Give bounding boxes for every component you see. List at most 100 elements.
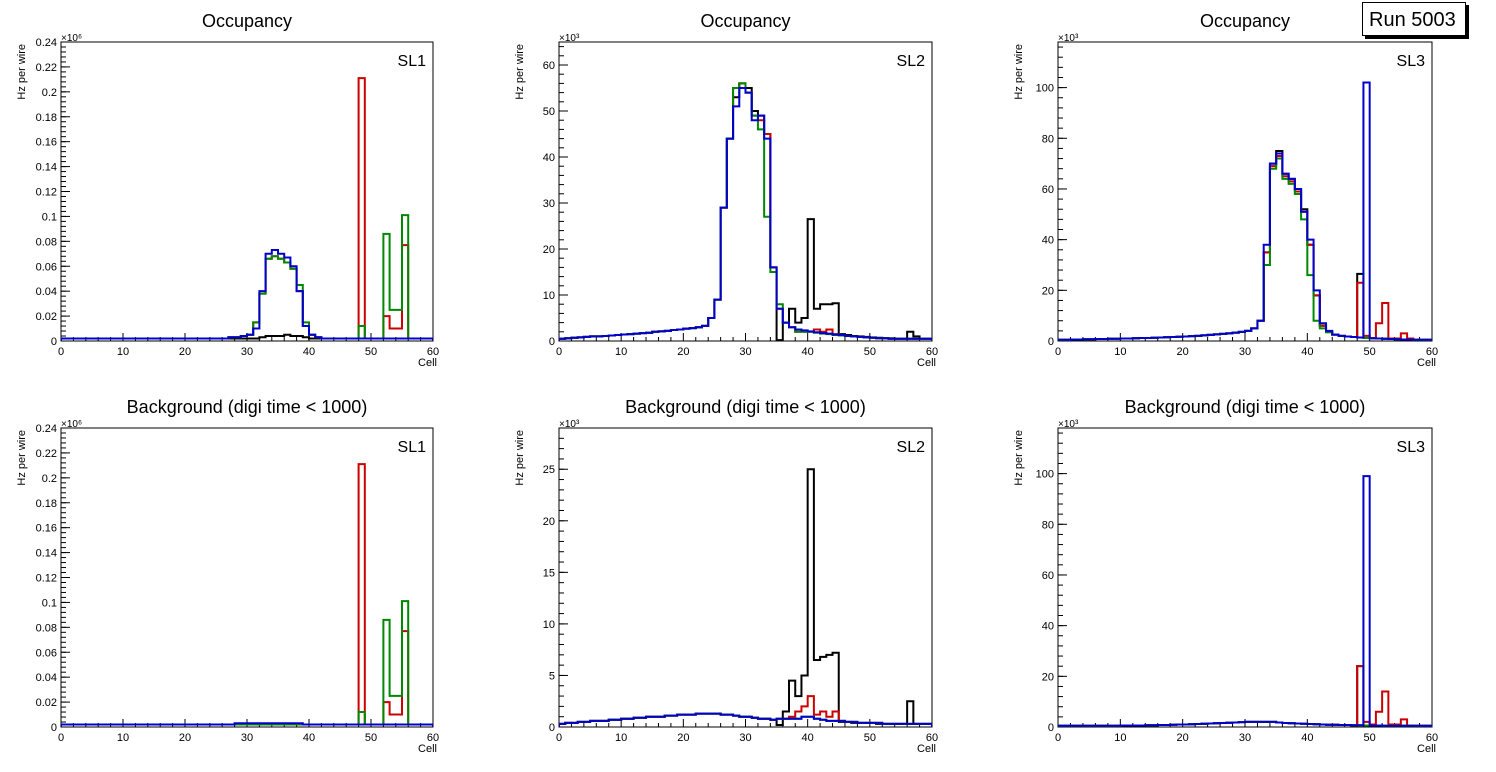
y-tick-label: 40	[543, 152, 555, 164]
x-tick-label: 30	[739, 732, 751, 744]
y-tick-label: 10	[543, 290, 555, 302]
y-axis-label: Hz per wire	[16, 44, 28, 100]
x-tick-label: 50	[864, 346, 876, 358]
y-tick-label: 0.02	[36, 311, 57, 323]
x-tick-label: 40	[303, 346, 315, 358]
run-number-label: Run 5003	[1362, 2, 1466, 36]
superlayer-label: SL2	[897, 53, 926, 70]
x-tick-label: 20	[1177, 346, 1189, 358]
y-tick-label: 80	[1042, 519, 1054, 531]
axis-exponent-label: ×10⁶	[61, 419, 82, 430]
y-tick-label: 40	[1042, 621, 1054, 633]
x-tick-label: 30	[739, 346, 751, 358]
x-tick-label: 20	[677, 346, 689, 358]
y-tick-label: 0.22	[36, 62, 57, 74]
axis-exponent-label: ×10⁶	[61, 33, 82, 44]
axis-exponent-label: ×10³	[559, 419, 580, 430]
y-tick-label: 40	[1042, 235, 1054, 247]
x-tick-label: 30	[241, 346, 253, 358]
y-tick-label: 15	[543, 567, 555, 579]
x-tick-label: 20	[179, 732, 191, 744]
x-tick-label: 50	[365, 346, 377, 358]
superlayer-label: SL1	[398, 53, 427, 70]
y-tick-label: 0	[549, 336, 555, 348]
x-tick-label: 0	[58, 346, 64, 358]
y-tick-label: 0.14	[36, 548, 57, 560]
x-tick-label: 10	[117, 732, 129, 744]
x-tick-label: 50	[1364, 732, 1376, 744]
x-tick-label: 0	[556, 732, 562, 744]
y-tick-label: 0	[51, 722, 57, 734]
x-tick-label: 20	[1177, 732, 1189, 744]
histogram-series-red	[61, 463, 433, 727]
histogram-series-green	[559, 82, 932, 341]
y-tick-label: 0.08	[36, 236, 57, 248]
x-tick-label: 50	[1364, 346, 1376, 358]
superlayer-label: SL1	[398, 439, 427, 456]
x-tick-label: 50	[365, 732, 377, 744]
y-tick-label: 100	[1036, 469, 1054, 481]
y-tick-label: 0	[549, 722, 555, 734]
x-tick-label: 20	[179, 346, 191, 358]
x-tick-label: 60	[427, 732, 439, 744]
y-axis-label: Hz per wire	[514, 430, 526, 486]
histogram-panel: Occupancy SL3 ×10³ Hz per wire Cell 0 10 20 30 40…	[1013, 11, 1438, 369]
x-axis-label: Cell	[917, 743, 936, 755]
chart-title: Background (digi time < 1000)	[1125, 397, 1366, 417]
y-tick-label: 0.04	[36, 286, 57, 298]
x-tick-label: 40	[802, 732, 814, 744]
x-tick-label: 40	[1301, 346, 1313, 358]
y-tick-label: 0.2	[42, 87, 57, 99]
x-tick-label: 20	[677, 732, 689, 744]
x-tick-label: 60	[1426, 346, 1438, 358]
y-tick-label: 0	[51, 336, 57, 348]
x-axis-label: Cell	[1417, 357, 1436, 369]
histogram-series-black	[559, 82, 932, 341]
y-tick-label: 60	[543, 60, 555, 72]
x-tick-label: 0	[1055, 346, 1061, 358]
x-tick-label: 10	[615, 346, 627, 358]
x-tick-label: 10	[1114, 346, 1126, 358]
y-tick-label: 0.12	[36, 573, 57, 585]
x-tick-label: 50	[864, 732, 876, 744]
y-tick-label: 0.16	[36, 523, 57, 535]
y-axis-label: Hz per wire	[16, 430, 28, 486]
histogram-series-red	[1058, 665, 1432, 727]
y-tick-label: 100	[1036, 83, 1054, 95]
chart-title: Occupancy	[202, 11, 292, 31]
histogram-series-blue	[559, 712, 932, 727]
x-tick-label: 10	[615, 732, 627, 744]
chart-title: Occupancy	[1200, 11, 1290, 31]
y-tick-label: 0.2	[42, 473, 57, 485]
histogram-series-blue	[559, 87, 932, 341]
x-axis-label: Cell	[1417, 743, 1436, 755]
x-axis-label: Cell	[917, 357, 936, 369]
y-axis-label: Hz per wire	[1013, 430, 1025, 486]
histogram-panel: Background (digi time < 1000) SL2 ×10³ Hz p…	[514, 397, 938, 755]
histogram-panel: Occupancy SL2 ×10³ Hz per wire Cell 0 10 20 30 40…	[514, 11, 938, 369]
axis-exponent-label: ×10³	[1058, 419, 1079, 430]
y-tick-label: 20	[543, 516, 555, 528]
y-tick-label: 0.24	[36, 423, 57, 435]
x-tick-label: 60	[926, 732, 938, 744]
y-tick-label: 0.12	[36, 187, 57, 199]
y-tick-label: 0.1	[42, 597, 57, 609]
histogram-series-red	[559, 82, 932, 341]
x-axis-label: Cell	[418, 357, 437, 369]
y-tick-label: 0.24	[36, 37, 57, 49]
y-tick-label: 0.18	[36, 498, 57, 510]
x-tick-label: 10	[117, 346, 129, 358]
histogram-series-red	[1058, 155, 1432, 341]
y-tick-label: 30	[543, 198, 555, 210]
y-tick-label: 5	[549, 670, 555, 682]
chart-title: Background (digi time < 1000)	[127, 397, 368, 417]
x-tick-label: 30	[1239, 346, 1251, 358]
y-tick-label: 80	[1042, 133, 1054, 145]
y-tick-label: 0.02	[36, 697, 57, 709]
y-tick-label: 0.16	[36, 137, 57, 149]
x-tick-label: 10	[1114, 732, 1126, 744]
histogram-series-green	[61, 214, 433, 341]
x-tick-label: 30	[241, 732, 253, 744]
plot-frame	[60, 41, 434, 342]
